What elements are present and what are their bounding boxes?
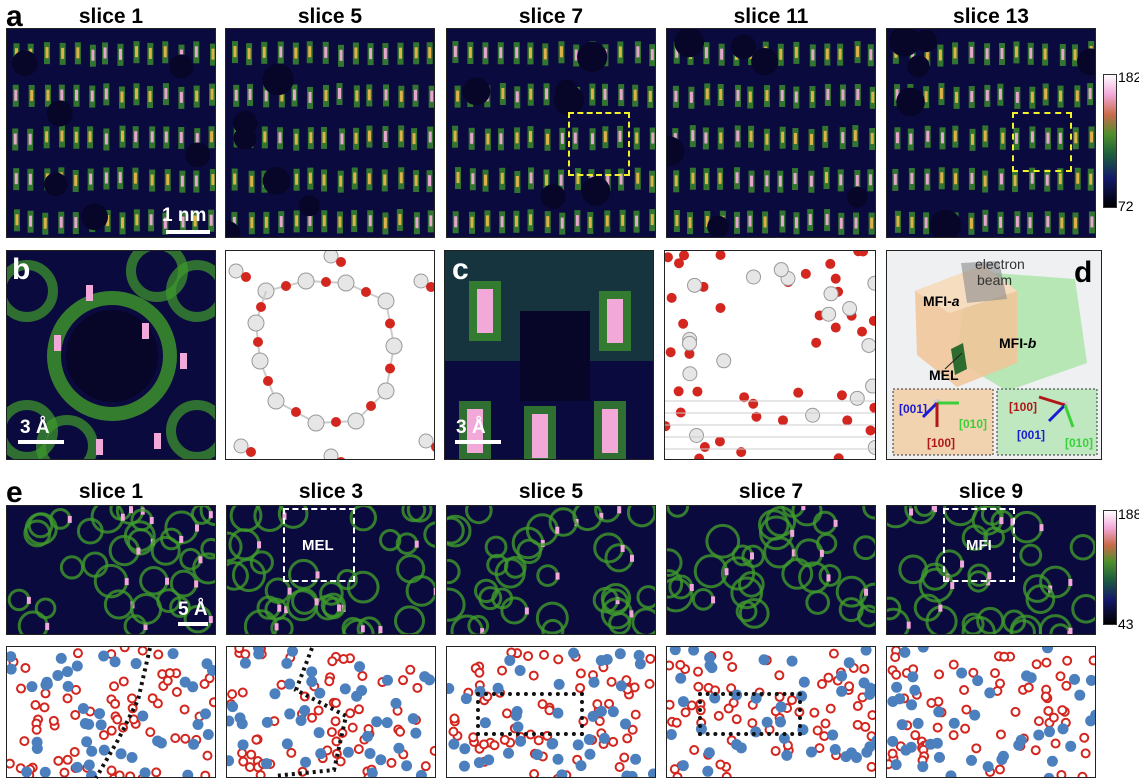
slice-title-e-1: slice 1	[78, 480, 144, 503]
highlight-box-slice13	[1012, 112, 1072, 172]
mfi-b-label: MFI-b	[999, 335, 1037, 351]
model-e-3	[446, 646, 656, 778]
dotted-box-e3	[476, 692, 584, 736]
scalebar-a	[166, 230, 210, 234]
electron-beam-label-2: beam	[977, 272, 1013, 288]
electron-beam-label-1: electron	[975, 256, 1025, 272]
model-e-1	[6, 646, 216, 778]
panel-letter-e: e	[6, 476, 23, 509]
axis-001-left: [001]	[899, 402, 928, 416]
colorbar-e-min: 43	[1118, 616, 1134, 632]
panel-letter-d: d	[1074, 256, 1093, 289]
mel-box-label: MEL	[302, 537, 334, 554]
colorbar-e	[1103, 510, 1117, 625]
model-e-2	[226, 646, 436, 778]
heatmap-e-2	[226, 505, 436, 635]
heatmap-a-4	[666, 28, 876, 238]
scalebar-a-label: 1 nm	[162, 205, 207, 226]
slice-title-a-3: slice 7	[518, 5, 584, 28]
colorbar-a-min: 72	[1118, 198, 1134, 214]
heatmap-a-1	[6, 28, 216, 238]
axis-010-right: [010]	[1065, 436, 1094, 450]
scalebar-c-label: 3 Å	[456, 417, 486, 438]
panel-letter-c: c	[452, 253, 469, 286]
dotted-box-e4	[698, 692, 802, 736]
slice-title-e-3: slice 5	[518, 480, 584, 503]
panel-c-model	[664, 250, 876, 460]
slice-title-e-4: slice 7	[738, 480, 804, 503]
colorbar-e-max: 188	[1118, 506, 1139, 522]
panel-letter-a: a	[6, 0, 23, 33]
heatmap-e-5	[886, 505, 1096, 635]
heatmap-a-3	[446, 28, 656, 238]
heatmap-a-2	[225, 28, 435, 238]
colorbar-a	[1103, 74, 1117, 208]
scalebar-b-label: 3 Å	[20, 417, 50, 438]
mfi-a-label: MFI-a	[923, 293, 960, 309]
slice-title-a-1: slice 1	[78, 5, 144, 28]
mel-box	[283, 508, 355, 582]
slice-title-e-5: slice 9	[958, 480, 1024, 503]
panel-letter-b: b	[12, 253, 31, 286]
slice-title-e-2: slice 3	[298, 480, 364, 503]
heatmap-e-3	[446, 505, 656, 635]
slice-title-a-4: slice 11	[733, 5, 809, 28]
heatmap-e-4	[666, 505, 876, 635]
panel-d: electron beam MFI-a MFI-b MEL [001] [010…	[886, 250, 1102, 460]
mfi-box	[943, 508, 1015, 582]
model-e-5	[886, 646, 1096, 778]
axis-001-right: [001]	[1017, 428, 1046, 442]
axis-100-left: [100]	[927, 436, 956, 450]
scalebar-e-label: 5 Å	[178, 599, 208, 620]
mel-label: MEL	[929, 367, 959, 383]
scalebar-c	[455, 440, 501, 444]
slice-title-a-2: slice 5	[297, 5, 363, 28]
axis-100-right: [100]	[1009, 400, 1038, 414]
panel-b-image	[6, 250, 216, 460]
mfi-box-label: MFI	[966, 537, 992, 554]
slice-title-a-5: slice 13	[953, 5, 1029, 28]
panel-b-model	[225, 250, 435, 460]
scalebar-b	[18, 440, 64, 444]
heatmap-e-1	[6, 505, 216, 635]
highlight-box-slice7	[568, 112, 630, 176]
panel-c-image	[444, 250, 654, 460]
colorbar-a-max: 182	[1118, 69, 1139, 85]
axis-010-left: [010]	[959, 417, 988, 431]
scalebar-e	[178, 622, 208, 626]
heatmap-a-5	[886, 28, 1096, 238]
